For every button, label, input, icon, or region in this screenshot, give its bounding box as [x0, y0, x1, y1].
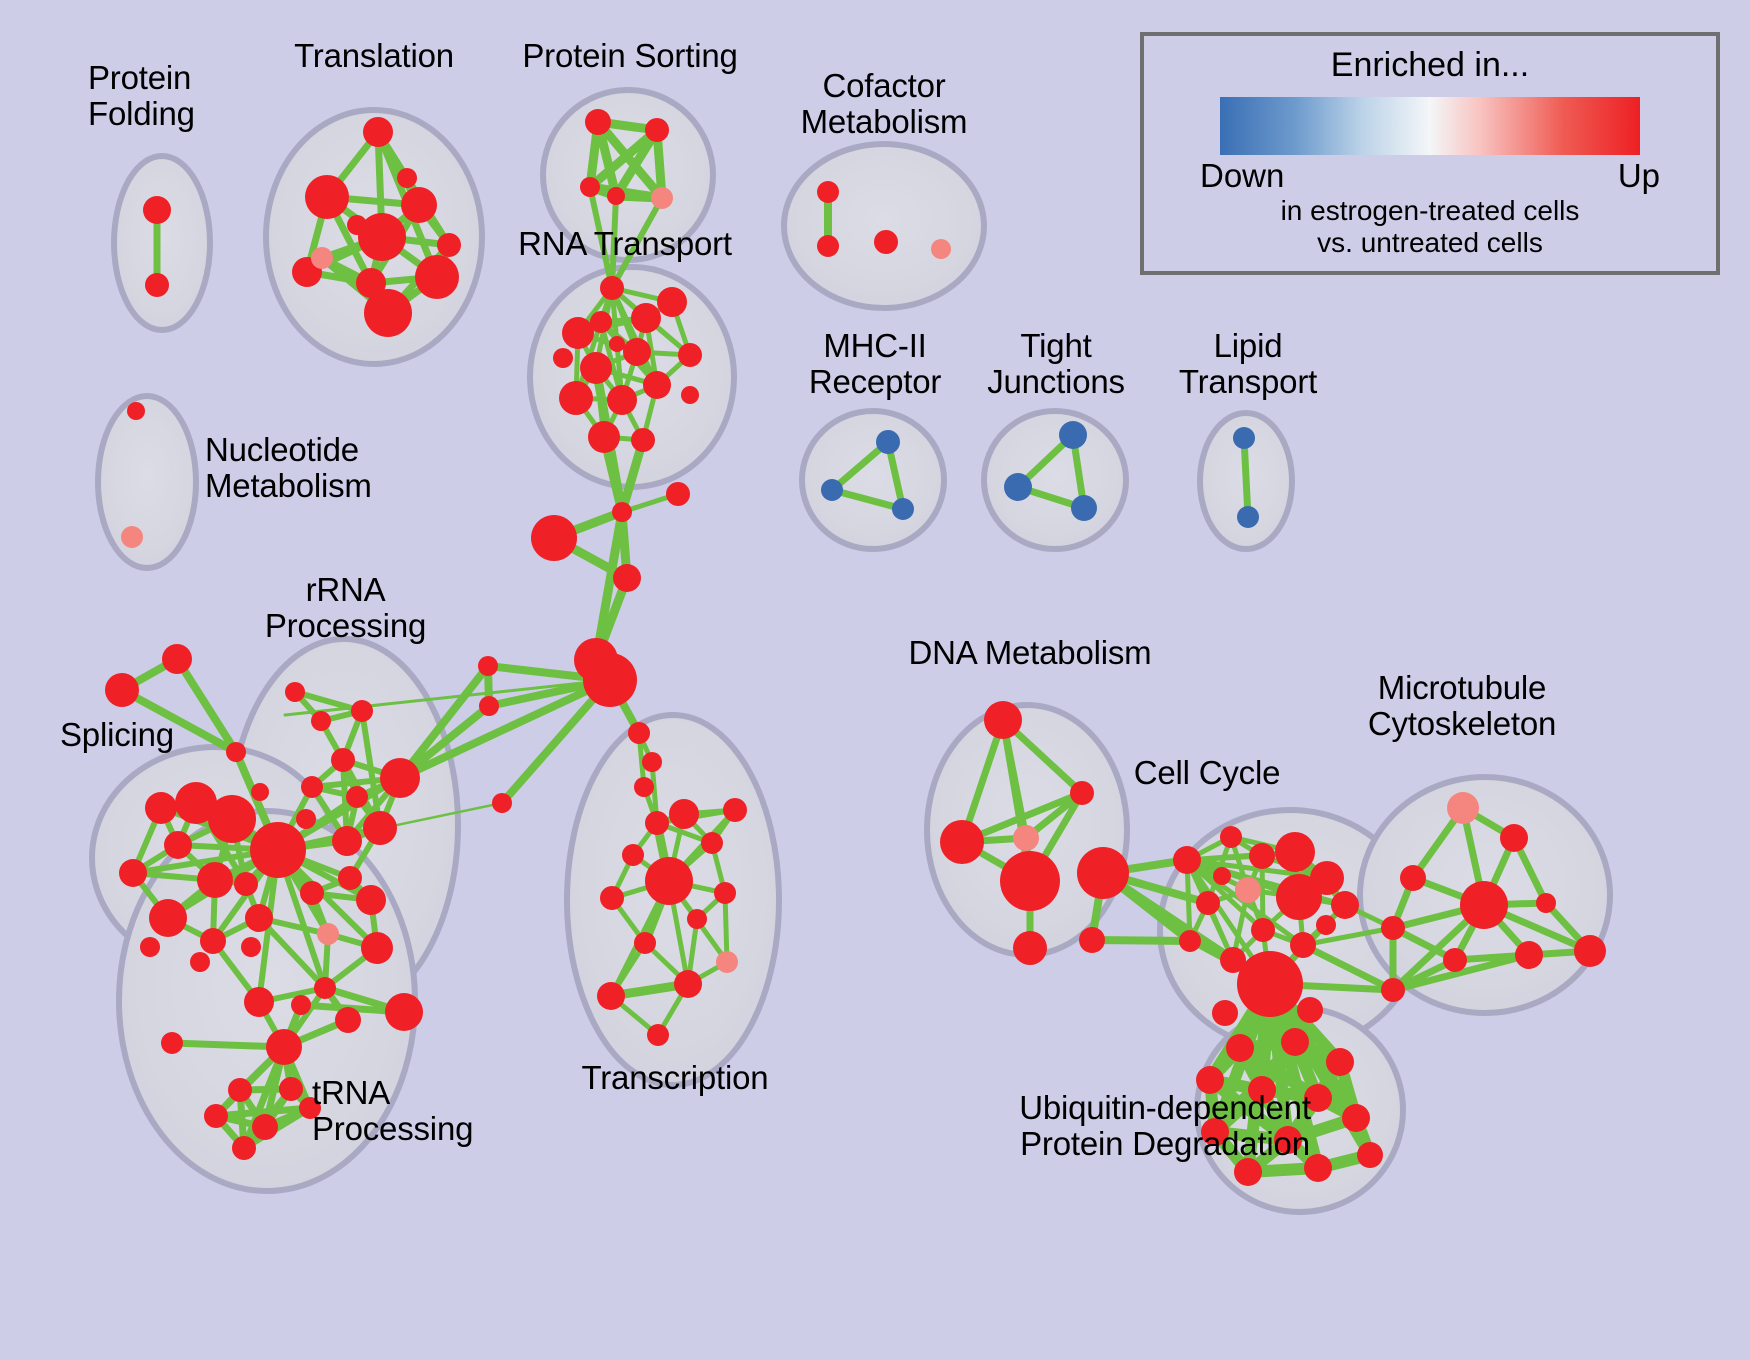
hull-nucleotide-metabolism [95, 393, 199, 571]
cluster-label-protein-sorting: Protein Sorting [522, 37, 738, 74]
cluster-label-cofactor-metabolism: Cofactor Metabolism [800, 67, 968, 140]
cluster-label-cell-cycle: Cell Cycle [1133, 754, 1281, 791]
legend-panel: Enriched in... Down Up in estrogen-treat… [1140, 32, 1720, 275]
cluster-label-splicing: Splicing [60, 716, 174, 753]
cluster-label-microtubule-cytoskeleton: Microtubule Cytoskeleton [1367, 669, 1557, 742]
legend-color-gradient-bar [1220, 97, 1640, 155]
hull-cofactor-metabolism [781, 141, 987, 311]
legend-title: Enriched in... [1330, 46, 1530, 84]
cluster-label-dna-metabolism: DNA Metabolism [908, 634, 1152, 671]
cluster-label-translation: Translation [294, 37, 454, 74]
legend-low-label: Down [1200, 157, 1285, 194]
cluster-label-rna-transport: RNA Transport [518, 225, 732, 262]
graph-nodes [105, 109, 1606, 1186]
cluster-label-nucleotide-metabolism: Nucleotide Metabolism [205, 431, 372, 504]
hull-mhc-ii-receptor [799, 408, 947, 552]
cluster-label-tight-junctions: Tight Junctions [987, 327, 1125, 400]
hull-tight-junctions [981, 408, 1129, 552]
legend-end-labels: Down Up [1200, 157, 1660, 195]
legend-high-label: Up [1617, 157, 1660, 194]
cluster-label-ubiquitin-degradation: Ubiquitin-dependent Protein Degradation [1019, 1089, 1311, 1162]
hull-protein-folding [111, 153, 213, 333]
cluster-label-trna-processing: tRNA Processing [312, 1074, 474, 1147]
cluster-label-transcription: Transcription [581, 1059, 769, 1096]
cluster-label-protein-folding: Protein Folding [88, 59, 195, 132]
cluster-label-lipid-transport: Lipid Transport [1178, 327, 1318, 400]
legend-subtitle-line-2: vs. untreated cells [1317, 227, 1543, 259]
cluster-label-rrna-processing: rRNA Processing [264, 571, 427, 644]
legend-subtitle-line-1: in estrogen-treated cells [1280, 195, 1580, 226]
cluster-label-mhc-ii-receptor: MHC-II Receptor [808, 327, 942, 400]
